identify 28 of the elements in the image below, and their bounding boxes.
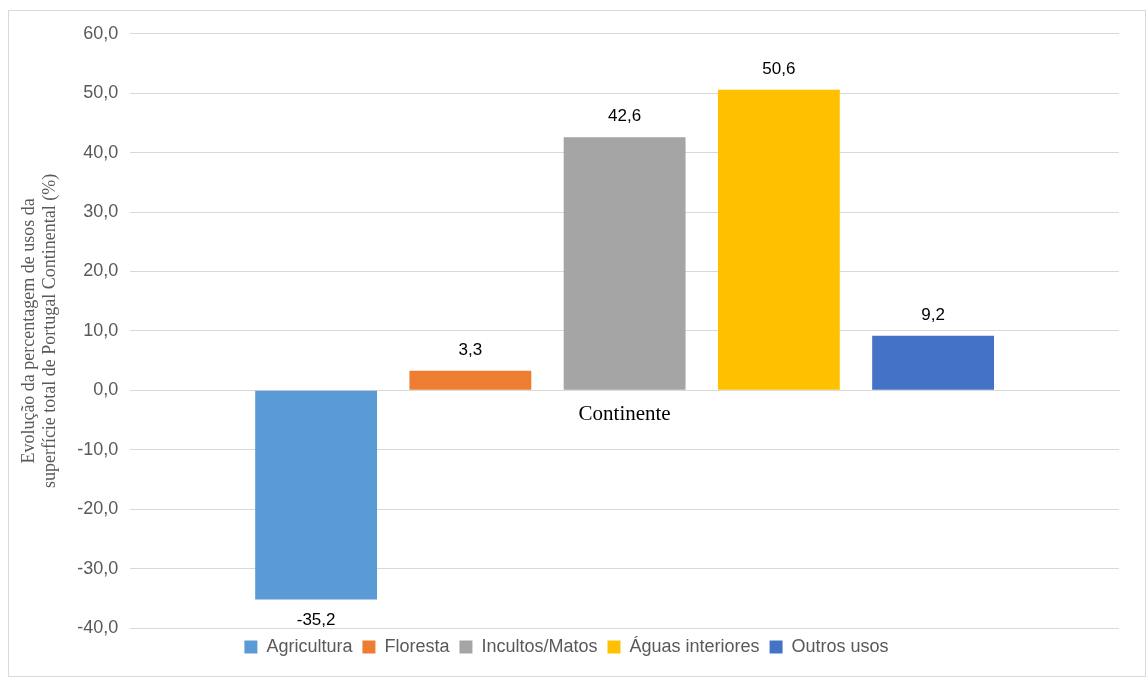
y-tick-label: 50,0 — [83, 82, 119, 103]
legend-label: Incultos/Matos — [481, 635, 598, 656]
bar — [255, 390, 378, 600]
y-tick-label: 20,0 — [83, 260, 119, 281]
x-tick-label: Continente — [578, 401, 671, 426]
bar — [563, 137, 686, 390]
data-label: 50,6 — [762, 58, 796, 78]
data-label: 3,3 — [458, 339, 483, 359]
y-tick-label: -10,0 — [77, 438, 119, 459]
y-axis-title: Evolução da percentagem de usos da superfície total de Portugal Continental (%) — [17, 173, 61, 489]
legend-label: Outros usos — [791, 635, 889, 656]
legend-label: Agricultura — [266, 635, 354, 656]
legend-label: Floresta — [384, 635, 451, 656]
y-tick-label: -20,0 — [77, 498, 119, 519]
y-tick-label: 60,0 — [83, 22, 119, 43]
y-tick-label: 40,0 — [83, 141, 119, 162]
y-tick-label: 30,0 — [83, 201, 119, 222]
data-label: 42,6 — [608, 106, 642, 126]
legend-label: Águas interiores — [629, 635, 760, 656]
y-tick-label: 0,0 — [93, 379, 119, 400]
y-tick-label: 10,0 — [83, 319, 119, 340]
bar — [717, 89, 840, 390]
bar — [872, 335, 995, 390]
y-tick-label: -40,0 — [77, 616, 119, 637]
data-label: 9,2 — [921, 304, 945, 324]
data-label: -35,2 — [296, 609, 336, 629]
bar — [409, 370, 532, 390]
y-tick-label: -30,0 — [77, 557, 119, 578]
